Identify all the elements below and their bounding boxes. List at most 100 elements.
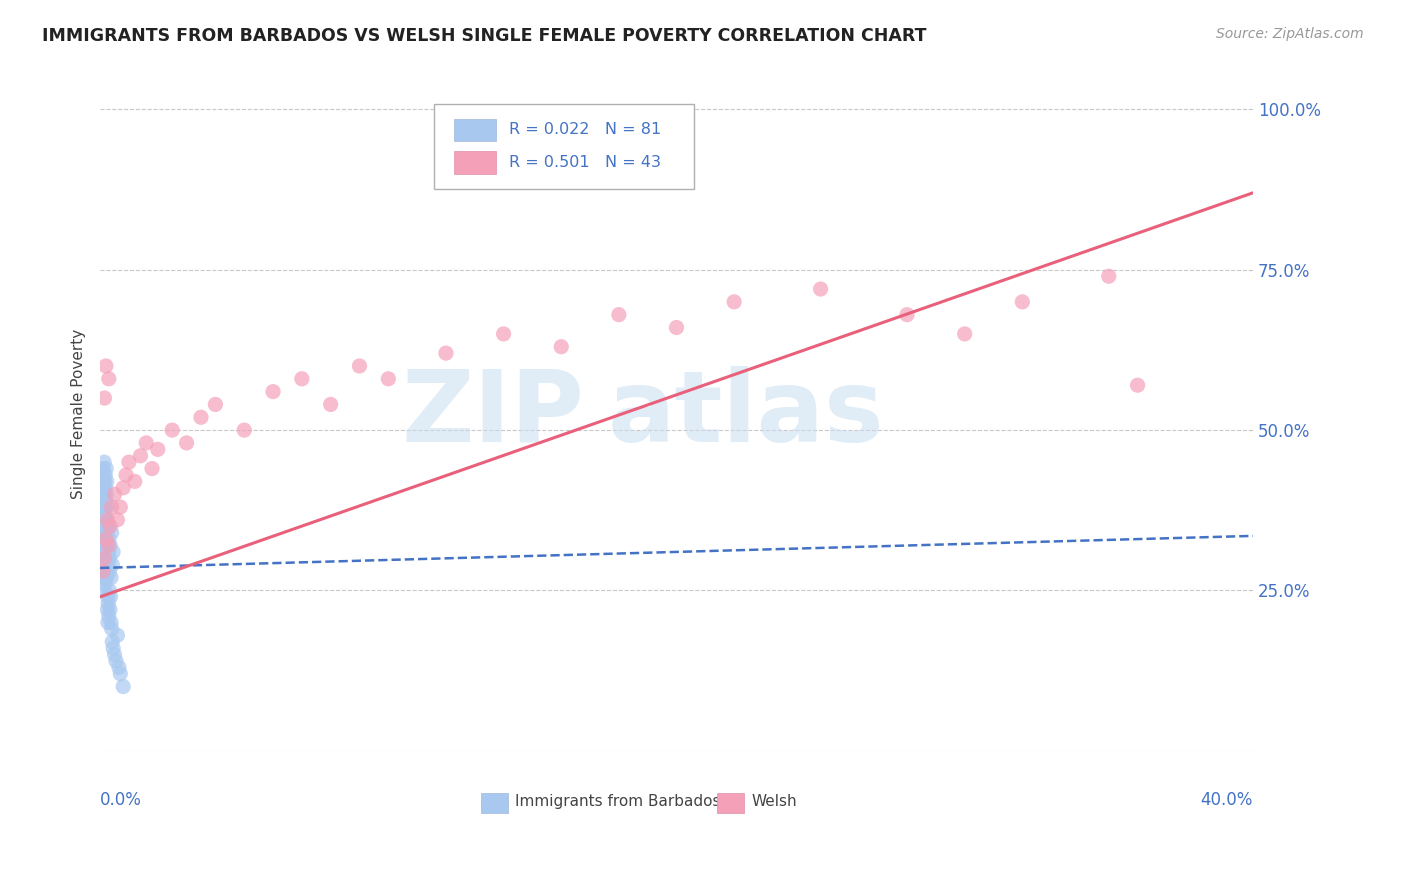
Point	[96, 602, 118, 616]
Point	[190, 410, 212, 425]
Point	[107, 628, 129, 642]
Point	[93, 507, 115, 521]
Point	[96, 500, 118, 514]
Point	[93, 500, 115, 514]
Point	[100, 615, 122, 630]
Point	[100, 570, 122, 584]
Point	[97, 615, 120, 630]
Point	[91, 551, 114, 566]
Text: IMMIGRANTS FROM BARBADOS VS WELSH SINGLE FEMALE POVERTY CORRELATION CHART: IMMIGRANTS FROM BARBADOS VS WELSH SINGLE…	[42, 27, 927, 45]
FancyBboxPatch shape	[717, 793, 745, 814]
Point	[97, 551, 120, 566]
Point	[112, 680, 135, 694]
Point	[101, 545, 124, 559]
Point	[93, 513, 115, 527]
Point	[96, 564, 118, 578]
Point	[100, 500, 122, 514]
Point	[97, 519, 120, 533]
Point	[141, 461, 163, 475]
Point	[97, 609, 120, 624]
Point	[96, 461, 118, 475]
Point	[93, 558, 115, 572]
Point	[101, 634, 124, 648]
Point	[93, 539, 115, 553]
Point	[1011, 294, 1033, 309]
Point	[176, 436, 198, 450]
Point	[94, 532, 117, 546]
Point	[96, 545, 118, 559]
FancyBboxPatch shape	[454, 152, 495, 174]
Point	[91, 564, 114, 578]
Point	[118, 455, 141, 469]
Point	[93, 545, 115, 559]
Point	[100, 622, 122, 636]
Point	[377, 372, 399, 386]
Point	[94, 359, 117, 373]
Point	[94, 539, 117, 553]
Point	[97, 596, 120, 610]
Point	[91, 461, 114, 475]
Point	[723, 294, 745, 309]
Point	[97, 558, 120, 572]
Point	[110, 500, 132, 514]
Point	[319, 397, 342, 411]
Point	[550, 340, 572, 354]
Point	[91, 500, 114, 514]
Point	[94, 570, 117, 584]
Point	[97, 545, 120, 559]
Point	[115, 467, 138, 482]
Point	[96, 513, 118, 527]
Point	[204, 397, 226, 411]
Point	[94, 545, 117, 559]
Point	[93, 475, 115, 489]
Point	[96, 475, 118, 489]
Text: Immigrants from Barbados: Immigrants from Barbados	[515, 794, 721, 809]
Point	[94, 519, 117, 533]
Point	[97, 590, 120, 604]
Point	[93, 493, 115, 508]
Point	[97, 539, 120, 553]
Point	[101, 641, 124, 656]
Point	[96, 570, 118, 584]
Point	[1098, 269, 1121, 284]
Point	[94, 493, 117, 508]
Point	[96, 539, 118, 553]
Point	[91, 519, 114, 533]
Point	[94, 467, 117, 482]
Text: Source: ZipAtlas.com: Source: ZipAtlas.com	[1216, 27, 1364, 41]
Point	[96, 564, 118, 578]
Point	[97, 532, 120, 546]
Text: 0.0%: 0.0%	[100, 791, 142, 809]
Point	[262, 384, 284, 399]
Text: R = 0.501   N = 43: R = 0.501 N = 43	[509, 155, 661, 169]
Point	[96, 551, 118, 566]
Point	[94, 558, 117, 572]
Point	[94, 532, 117, 546]
Point	[91, 475, 114, 489]
FancyBboxPatch shape	[481, 793, 508, 814]
Point	[107, 513, 129, 527]
Point	[93, 467, 115, 482]
Point	[146, 442, 169, 457]
Point	[93, 487, 115, 501]
Point	[98, 519, 121, 533]
Point	[665, 320, 688, 334]
Point	[810, 282, 832, 296]
Point	[434, 346, 457, 360]
Point	[94, 577, 117, 591]
Point	[103, 648, 125, 662]
FancyBboxPatch shape	[454, 120, 495, 142]
Point	[124, 475, 146, 489]
Point	[953, 326, 976, 341]
FancyBboxPatch shape	[434, 104, 693, 188]
Point	[97, 372, 120, 386]
Text: Welsh: Welsh	[751, 794, 797, 809]
Point	[112, 481, 135, 495]
Point	[98, 602, 121, 616]
Point	[94, 481, 117, 495]
Point	[104, 654, 127, 668]
Point	[98, 551, 121, 566]
Point	[135, 436, 157, 450]
Y-axis label: Single Female Poverty: Single Female Poverty	[72, 329, 86, 500]
Point	[100, 590, 122, 604]
